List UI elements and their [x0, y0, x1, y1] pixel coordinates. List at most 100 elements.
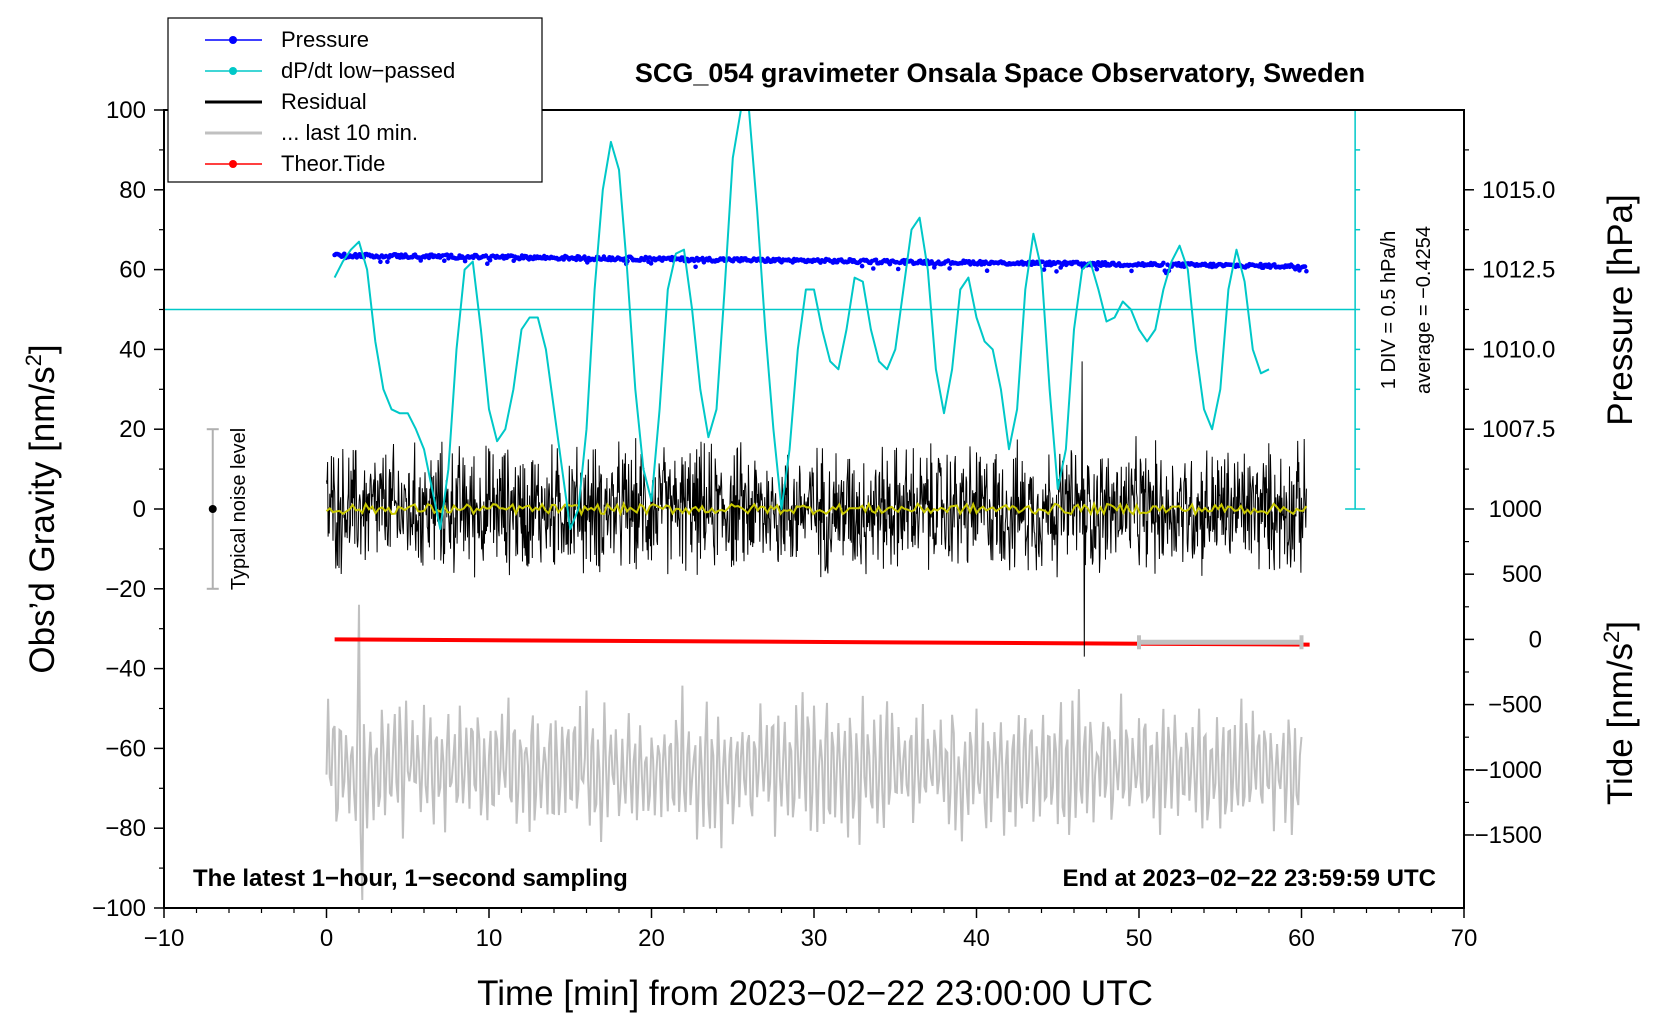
tide-tick-label: 500	[1502, 561, 1542, 588]
pressure-point	[1040, 259, 1045, 265]
pressure-axis-ticks: 1015.0 1012.5 1010.0 1007.5	[1463, 110, 1555, 509]
x-tick-label: 50	[1126, 925, 1153, 952]
pressure-point	[1304, 268, 1309, 274]
last-10-min-bracket	[1137, 635, 1304, 650]
tide-axis-ticks: 1000 500 0 −500 −1000 −1500	[1464, 496, 1542, 849]
annotation-average: average = −0.4254	[1413, 226, 1435, 394]
smoothed-residual-series	[325, 500, 1308, 517]
y-tick-label: −60	[105, 735, 146, 762]
pressure-point	[932, 265, 937, 270]
pressure-point	[1093, 263, 1098, 269]
pressure-point	[859, 263, 865, 269]
pressure-point	[1129, 268, 1134, 274]
tide-tick-label: −1000	[1475, 757, 1542, 784]
pressure-point	[487, 258, 493, 263]
y-axis-label-close: ]	[23, 344, 62, 354]
legend-label: dP/dt low−passed	[281, 58, 455, 83]
legend-label: ... last 10 min.	[281, 120, 418, 145]
pressure-point	[871, 266, 876, 271]
tide-tick-label: 0	[1529, 626, 1542, 653]
pressure-tick-label: 1015.0	[1482, 177, 1555, 204]
tide-axis-label: Tide [nm/s2]	[1599, 621, 1640, 805]
legend-label: Pressure	[281, 27, 369, 52]
chart-title: SCG_054 gravimeter Onsala Space Observat…	[635, 58, 1365, 88]
tide-axis-label-sup: 2	[1599, 631, 1624, 643]
y-axis-label-text: Obs’d Gravity [nm/s	[23, 366, 62, 673]
smoothed-residual-line	[325, 500, 1308, 517]
y-tick-label: −80	[105, 815, 146, 842]
pressure-point	[573, 257, 579, 263]
y-tick-label: −20	[105, 576, 146, 603]
y-tick-label: 40	[119, 336, 146, 363]
pressure-tick-label: 1010.0	[1482, 336, 1555, 363]
tide-axis-label-close: ]	[1601, 621, 1640, 631]
pressure-point	[1054, 269, 1059, 274]
typical-noise-bar: Typical noise level	[206, 428, 250, 590]
pressure-point	[1302, 264, 1308, 269]
pressure-point	[1041, 267, 1047, 272]
x-tick-label: 20	[638, 925, 665, 952]
y-axis-label-sup: 2	[21, 354, 46, 366]
tide-tick-label: 1000	[1489, 496, 1542, 523]
dpdt-line	[333, 109, 1270, 530]
pressure-point	[1094, 266, 1100, 272]
noise-bar-center-dot	[208, 505, 217, 513]
legend-marker	[229, 36, 237, 44]
pressure-tick-label: 1012.5	[1482, 257, 1555, 284]
legend: Pressure dP/dt low−passed Residual ... last…	[167, 17, 543, 183]
pressure-point	[442, 258, 447, 264]
annotation-end-time: End at 2023−02−22 23:59:59 UTC	[1062, 865, 1436, 892]
y-tick-label: 60	[119, 257, 146, 284]
legend-label: Theor.Tide	[281, 151, 385, 176]
legend-marker	[229, 67, 237, 75]
annotation-div: 1 DIV = 0.5 hPa/h	[1378, 231, 1400, 389]
pressure-point	[947, 266, 952, 271]
x-tick-label: 30	[801, 925, 828, 952]
pressure-point	[385, 259, 390, 265]
x-tick-label: −10	[144, 925, 185, 952]
pressure-point	[485, 261, 490, 267]
tide-axis-label-text: Tide [nm/s	[1601, 643, 1640, 805]
last-10-min-line	[325, 604, 1303, 901]
dpdt-scale-axis	[1345, 109, 1366, 510]
x-tick-label: 60	[1288, 925, 1315, 952]
pressure-tick-label: 1007.5	[1482, 416, 1555, 443]
annotation-sampling: The latest 1−hour, 1−second sampling	[193, 865, 628, 892]
residual-series	[326, 361, 1307, 657]
y-tick-label: −100	[92, 895, 146, 922]
x-axis-ticks: −10 0 10 20 30 40 50 60 70	[144, 908, 1478, 952]
tide-tick-label: −1500	[1475, 822, 1542, 849]
tide-tick-label: −500	[1488, 692, 1542, 719]
pressure-point	[693, 264, 698, 270]
y-tick-label: 100	[106, 97, 146, 124]
x-tick-label: 40	[963, 925, 990, 952]
y-tick-label: −40	[105, 656, 146, 683]
pressure-point	[1258, 261, 1263, 267]
y-axis-label: Obs’d Gravity [nm/s2]	[21, 344, 62, 673]
pressure-point	[1161, 260, 1166, 266]
pressure-point	[462, 258, 468, 264]
legend-box	[167, 17, 543, 183]
x-tick-label: 0	[320, 925, 333, 952]
pressure-point	[648, 261, 654, 266]
pressure-point	[691, 258, 697, 264]
last-10-min-series	[325, 604, 1303, 901]
residual-line	[326, 361, 1307, 657]
x-tick-label: 70	[1451, 925, 1478, 952]
pressure-point	[378, 259, 383, 265]
pressure-point	[342, 251, 347, 257]
pressure-series	[332, 251, 1309, 276]
pressure-axis-label: Pressure [hPa]	[1601, 194, 1640, 426]
x-axis-label: Time [min] from 2023−02−22 23:00:00 UTC	[477, 974, 1153, 1013]
pressure-point	[873, 257, 879, 263]
legend-label: Residual	[281, 89, 367, 114]
y-tick-label: 20	[119, 416, 146, 443]
pressure-point	[895, 266, 901, 272]
pressure-point	[984, 268, 990, 274]
y-tick-label: 0	[133, 496, 146, 523]
noise-bar-label: Typical noise level	[228, 428, 250, 590]
y-tick-label: 80	[119, 177, 146, 204]
x-tick-label: 10	[476, 925, 503, 952]
pressure-point	[945, 258, 951, 263]
